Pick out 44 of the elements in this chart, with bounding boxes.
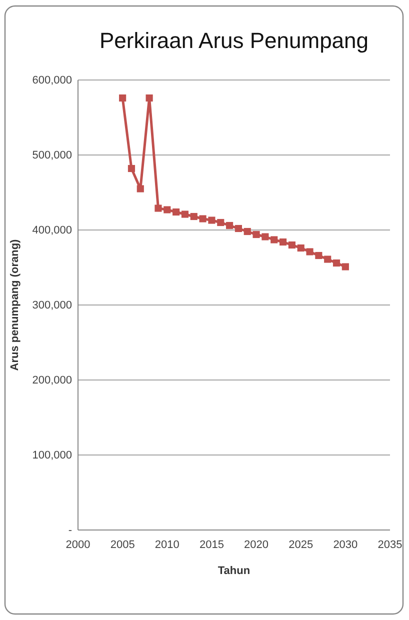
- point: [172, 208, 180, 216]
- point: [244, 228, 251, 236]
- y-tick-label: 100,000: [32, 450, 72, 462]
- point: [279, 238, 287, 246]
- point: [262, 233, 269, 240]
- point: [324, 256, 332, 263]
- x-tick-label: 2030: [333, 538, 358, 551]
- y-tick-label: 300,000: [32, 300, 72, 312]
- y-tick-label: 600,000: [32, 74, 72, 87]
- point: [146, 94, 153, 102]
- point: [226, 222, 234, 230]
- x-tick-label: 2015: [199, 538, 224, 551]
- point: [119, 94, 126, 102]
- point: [270, 236, 278, 244]
- point: [306, 248, 314, 256]
- x-tick-label: 2000: [66, 538, 90, 551]
- x-axis-title: Tahun: [218, 565, 250, 577]
- x-tick-label: 2020: [244, 538, 269, 551]
- point: [297, 244, 304, 252]
- y-tick-label: 500,000: [32, 150, 72, 162]
- point: [208, 216, 216, 224]
- point: [252, 230, 260, 238]
- point: [332, 259, 340, 267]
- y-tick-label: -: [68, 524, 72, 537]
- point: [315, 252, 322, 260]
- x-tick-label: 2005: [110, 538, 135, 551]
- x-tick-label: 2035: [378, 538, 402, 551]
- point: [217, 218, 224, 226]
- point: [288, 241, 296, 249]
- y-tick-label: 400,000: [32, 224, 72, 237]
- point: [199, 215, 206, 222]
- point: [234, 224, 242, 232]
- point: [181, 210, 189, 218]
- point: [154, 204, 162, 212]
- point: [190, 212, 198, 220]
- point: [342, 263, 349, 270]
- point: [136, 185, 144, 192]
- y-axis-title: Arus penumpang (orang): [9, 238, 21, 371]
- y-tick-label: 200,000: [32, 374, 72, 387]
- x-tick-label: 2010: [154, 538, 180, 551]
- x-tick-label: 2025: [288, 538, 314, 551]
- point: [164, 206, 171, 214]
- point: [128, 164, 136, 172]
- chart-title: Perkiraan Arus Penumpang: [99, 28, 369, 53]
